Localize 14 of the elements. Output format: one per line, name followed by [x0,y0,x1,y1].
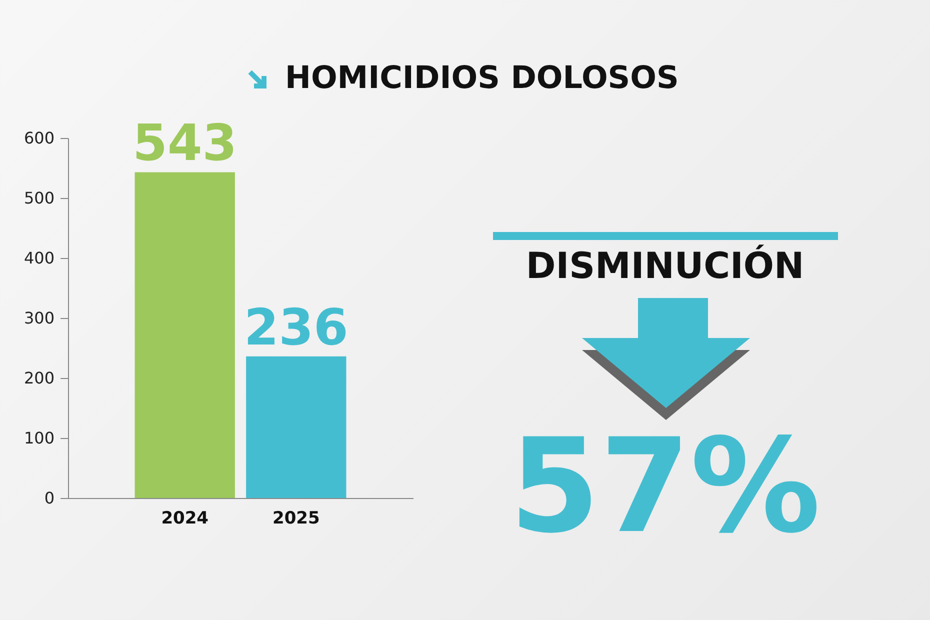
y-tick-label: 200 [24,368,54,388]
text: 57% [508,410,822,562]
text: HOMICIDIOS DOLOSOS [285,60,679,96]
y-tick-label: 500 [24,188,54,208]
y-tick-label: 600 [24,128,54,148]
data-label: 236 [244,298,348,356]
y-tick-label: 0 [44,488,54,508]
data-label: 543 [132,114,238,172]
x-tick-label: 2024 [161,508,209,528]
text: DISMINUCIÓN [524,246,806,287]
y-tick-label: 400 [24,248,54,268]
x-tick-label: 2025 [272,508,320,528]
y-tick-label: 300 [24,308,54,328]
y-tick-label: 100 [24,428,54,448]
